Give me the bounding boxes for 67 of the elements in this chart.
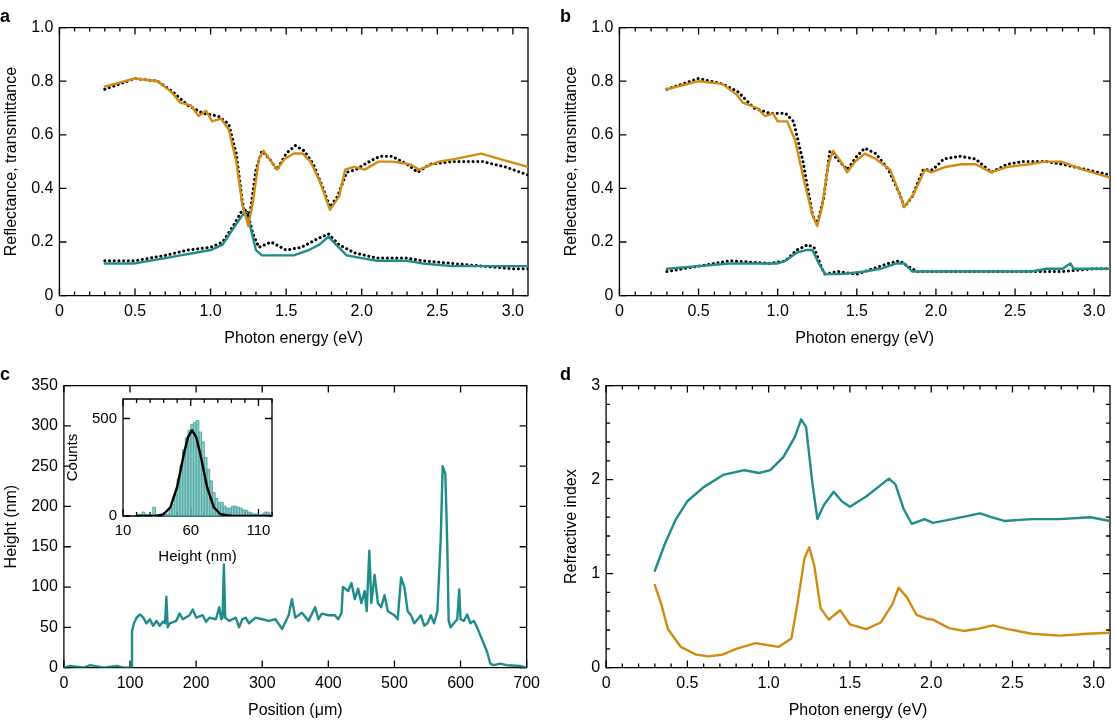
y-tick-label: 0 [591, 658, 601, 676]
x-tick-label: 1.5 [845, 301, 869, 319]
x-tick-label: 2.5 [1003, 301, 1027, 319]
x-tick-label: 60 [182, 521, 200, 539]
x-tick-label: 1.5 [275, 301, 298, 319]
y-tick-label: 300 [31, 416, 58, 434]
chart-title: a [0, 5, 11, 26]
y-tick-label: 200 [31, 496, 58, 514]
x-tick-label: 0.5 [687, 301, 710, 319]
x-tick-label: 300 [248, 673, 276, 691]
y-tick-label: 0.6 [31, 125, 54, 143]
chart-title: d [560, 363, 571, 384]
x-tick-label: 10 [114, 521, 132, 539]
y-tick-label: 1.0 [31, 18, 54, 36]
x-tick-label: 2.0 [924, 301, 948, 319]
y-axis-title: Reflectance, transmittance [2, 66, 20, 257]
y-tick-label: 1 [591, 564, 601, 582]
x-axis-title: Position (μm) [247, 700, 343, 718]
x-tick-label: 3.0 [1082, 673, 1105, 691]
y-axis-title: Counts [63, 433, 81, 482]
x-tick-label: 1.5 [838, 673, 862, 691]
x-tick-label: 110 [246, 521, 271, 539]
y-tick-label: 50 [40, 617, 58, 635]
y-axis-title: Height (nm) [2, 484, 20, 569]
x-tick-label: 700 [513, 673, 541, 691]
x-tick-label: 2.0 [350, 301, 373, 319]
x-axis-title: Photon energy (eV) [224, 328, 364, 346]
chart-title: c [0, 363, 11, 384]
y-tick-label: 0.8 [591, 71, 614, 89]
y-tick-label: 2 [591, 470, 601, 488]
y-tick-label: 1.0 [591, 18, 614, 36]
x-axis-title: Height (nm) [158, 547, 237, 565]
x-axis-title: Photon energy (eV) [788, 700, 928, 718]
y-axis-title: Refractive index [562, 469, 580, 584]
y-tick-label: 3 [591, 376, 601, 394]
y-tick-label: 150 [31, 537, 58, 555]
x-tick-label: 1.0 [199, 301, 222, 319]
x-tick-label: 3.0 [1083, 301, 1106, 319]
y-tick-label: 0.6 [591, 125, 614, 143]
x-axis-title: Photon energy (eV) [795, 328, 935, 346]
y-tick-label: 0.4 [591, 178, 614, 196]
x-tick-label: 0 [59, 673, 69, 691]
x-tick-label: 2.5 [426, 301, 449, 319]
x-tick-label: 1.0 [757, 673, 780, 691]
y-tick-label: 0.2 [591, 232, 614, 250]
x-tick-label: 2.0 [920, 673, 943, 691]
y-tick-label: 0 [604, 286, 614, 304]
y-tick-label: 350 [31, 376, 58, 394]
y-tick-label: 0 [48, 658, 58, 676]
y-tick-label: 100 [31, 577, 58, 595]
x-tick-label: 100 [116, 673, 144, 691]
x-tick-label: 0.5 [676, 673, 699, 691]
x-tick-label: 0.5 [123, 301, 147, 319]
x-tick-label: 1.0 [766, 301, 789, 319]
x-tick-label: 2.5 [1001, 673, 1024, 691]
x-tick-label: 500 [381, 673, 408, 691]
y-tick-label: 0.8 [31, 71, 54, 89]
y-tick-label: 250 [31, 456, 58, 474]
x-tick-label: 3.0 [501, 301, 525, 319]
chart-title: b [560, 5, 571, 26]
x-tick-label: 600 [447, 673, 474, 691]
y-tick-label: 0.2 [31, 232, 54, 250]
x-tick-label: 400 [314, 673, 342, 691]
y-axis-title: Reflectance, transmittance [562, 66, 580, 257]
y-tick-label: 0.4 [31, 178, 54, 196]
y-tick-label: 0 [44, 286, 54, 304]
x-tick-label: 200 [182, 673, 210, 691]
